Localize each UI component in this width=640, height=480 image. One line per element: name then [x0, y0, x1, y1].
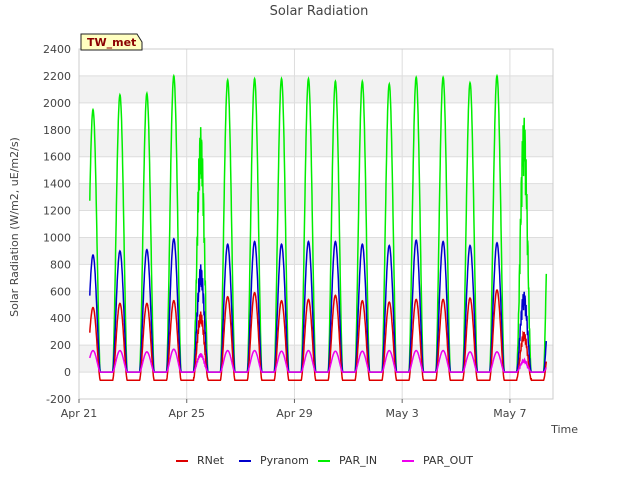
y-tick-label: 0	[64, 366, 71, 379]
y-tick-label: 1800	[43, 124, 71, 137]
x-axis-label: Time	[550, 423, 578, 436]
legend-label: Pyranom	[260, 454, 309, 467]
y-tick-label: 1000	[43, 231, 71, 244]
grid-band	[79, 237, 553, 265]
y-tick-label: 1600	[43, 151, 71, 164]
series-lines	[89, 73, 548, 382]
series-line-par-in	[89, 73, 548, 373]
x-tick-label: Apr 25	[168, 407, 205, 420]
x-tick-label: Apr 29	[276, 407, 313, 420]
grid-band	[79, 75, 553, 103]
station-label-badge: TW_met	[80, 33, 143, 51]
chart-title: Solar Radiation	[270, 4, 369, 19]
x-tick-label: Apr 21	[61, 407, 98, 420]
y-tick-label: 2000	[43, 97, 71, 110]
y-axis-label: Solar Radiation (W/m2, uE/m2/s)	[8, 137, 21, 317]
plot-area	[78, 48, 554, 400]
x-tick-label: May 3	[386, 407, 419, 420]
grid-band	[79, 129, 553, 157]
y-tick-label: 800	[50, 258, 71, 271]
y-axis-ticks: -200 0 200 400 600 800 1000 1200 1400 1600 1800 200…	[43, 43, 71, 406]
y-tick-label: 200	[50, 339, 71, 352]
station-label: TW_met	[87, 36, 136, 49]
legend-label: PAR_OUT	[423, 454, 473, 467]
series-line-par-out	[89, 348, 547, 373]
y-tick-label: 1200	[43, 205, 71, 218]
y-tick-label: 2400	[43, 43, 71, 56]
legend-label: PAR_IN	[339, 454, 377, 467]
y-tick-label: 400	[50, 312, 71, 325]
legend-label: RNet	[197, 454, 225, 467]
x-axis-ticks: Apr 21 Apr 25 Apr 29 May 3 May 7	[61, 399, 527, 420]
y-tick-label: 600	[50, 285, 71, 298]
legend: RNet Pyranom PAR_IN PAR_OUT	[176, 454, 473, 467]
y-tick-label: -200	[46, 393, 71, 406]
series-line-rnet	[89, 289, 548, 382]
x-tick-label: May 7	[493, 407, 526, 420]
y-tick-label: 1400	[43, 178, 71, 191]
y-tick-label: 2200	[43, 70, 71, 83]
